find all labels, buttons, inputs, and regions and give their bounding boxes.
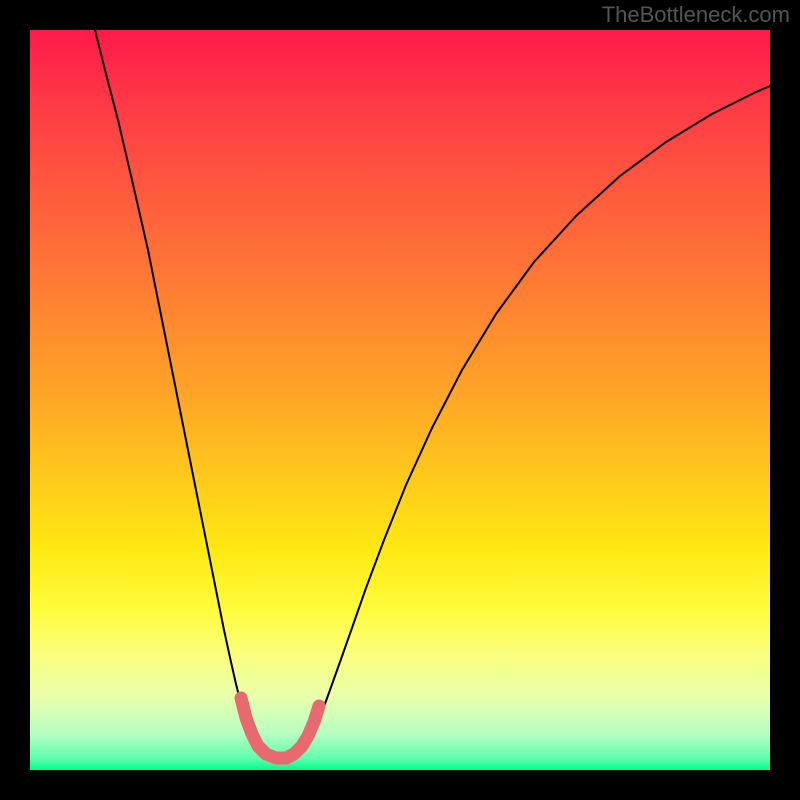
frame-right [770,0,800,800]
watermark-text: TheBottleneck.com [602,2,790,28]
frame-left [0,0,30,800]
plot-area [30,30,770,770]
curve-layer [30,30,770,770]
bottleneck-curve [95,30,770,757]
minimum-marker [241,698,319,758]
frame-bottom [0,770,800,800]
